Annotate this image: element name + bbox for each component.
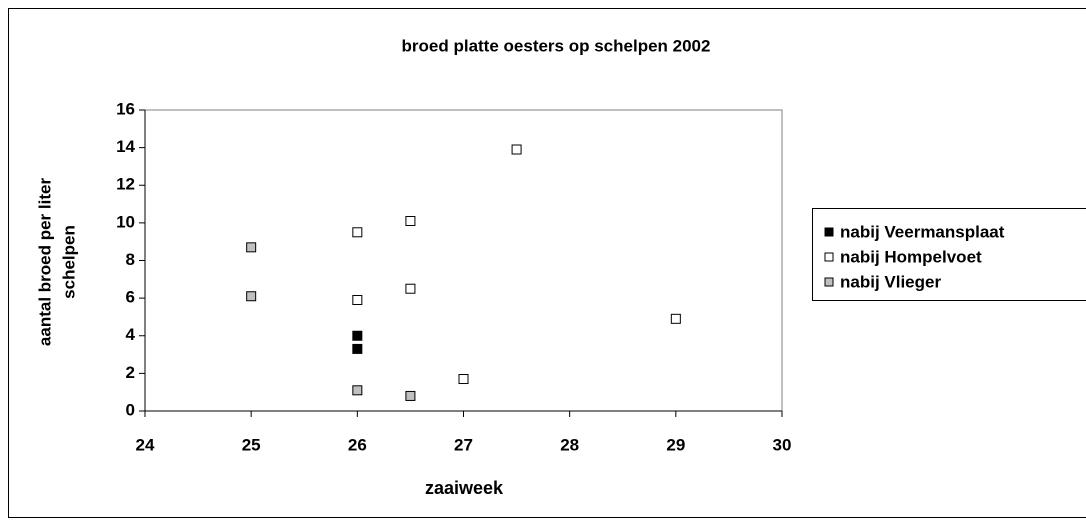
y-tick-label: 4 <box>126 325 136 344</box>
point <box>246 291 257 302</box>
x-axis-label: zaaiweek <box>425 478 504 498</box>
chart-title: broed platte oesters op schelpen 2002 <box>402 36 711 55</box>
legend-label: nabij Vlieger <box>840 272 941 291</box>
y-axis-label-line: schelpen <box>59 225 78 299</box>
point <box>352 385 363 396</box>
point <box>670 313 681 324</box>
y-tick-label: 0 <box>126 400 135 419</box>
x-tick-label: 28 <box>560 435 579 454</box>
legend-box <box>812 208 1086 301</box>
legend-marker <box>824 227 834 237</box>
point <box>352 343 363 354</box>
x-tick-label: 27 <box>454 435 473 454</box>
point <box>246 242 257 253</box>
y-tick-label: 6 <box>126 288 135 307</box>
y-tick-label: 12 <box>116 175 135 194</box>
x-tick-label: 30 <box>773 435 792 454</box>
x-tick-label: 24 <box>136 435 155 454</box>
point <box>352 227 363 238</box>
legend-label: nabij Veermansplaat <box>840 222 1005 241</box>
x-tick-label: 26 <box>348 435 367 454</box>
y-tick-label: 14 <box>116 137 135 156</box>
y-tick-label: 2 <box>126 363 135 382</box>
x-tick-label: 25 <box>242 435 261 454</box>
point <box>405 283 416 294</box>
y-tick-label: 16 <box>116 99 135 118</box>
x-tick-label: 29 <box>666 435 685 454</box>
point <box>405 215 416 226</box>
point <box>352 330 363 341</box>
y-tick-label: 10 <box>116 212 135 231</box>
y-axis-label: aantal broed per liter schelpen <box>35 178 78 347</box>
legend-marker <box>824 252 834 262</box>
point <box>511 144 522 155</box>
point <box>458 374 469 385</box>
legend-marker <box>824 277 834 287</box>
y-axis-label-line: aantal broed per liter <box>35 178 54 347</box>
y-tick-label: 8 <box>126 250 135 269</box>
point <box>352 295 363 306</box>
point <box>405 390 416 401</box>
legend-label: nabij Hompelvoet <box>840 247 982 266</box>
